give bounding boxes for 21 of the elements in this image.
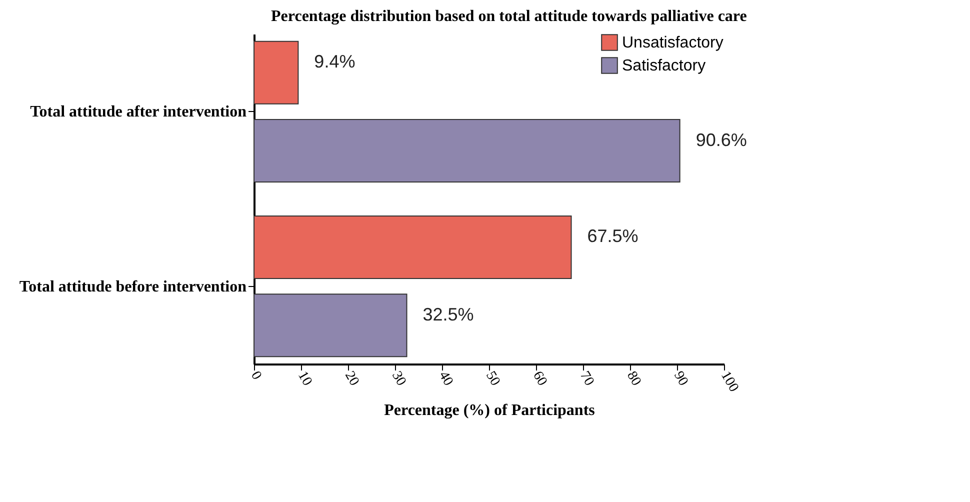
data-label: 90.6% [696,130,747,150]
x-tick-label: 90 [670,369,691,389]
x-tick-label: 60 [530,369,550,389]
x-tick-label: 30 [388,369,409,389]
data-label: 32.5% [422,304,474,324]
x-tick-label: 0 [248,369,264,383]
chart-title: Percentage distribution based on total attitude towards palliative care [271,8,747,25]
y-tick-label: Total attitude before intervention [19,278,247,296]
x-tick-label: 70 [576,369,597,389]
x-tick-label: 40 [436,369,456,389]
legend-label: Unsatisfactory [622,34,724,52]
data-label: 9.4% [314,52,356,72]
legend-label: Satisfactory [622,58,706,74]
x-tick-label: 100 [718,369,742,395]
x-tick-label: 10 [294,369,315,389]
x-tick-label: 20 [342,369,362,389]
x-axis-title: Percentage (%) of Participants [384,402,595,420]
y-tick-label: Total attitude after intervention [30,104,247,121]
data-label: 67.5% [587,226,638,246]
x-tick-label: 50 [482,369,503,389]
x-tick-label: 80 [624,369,644,389]
